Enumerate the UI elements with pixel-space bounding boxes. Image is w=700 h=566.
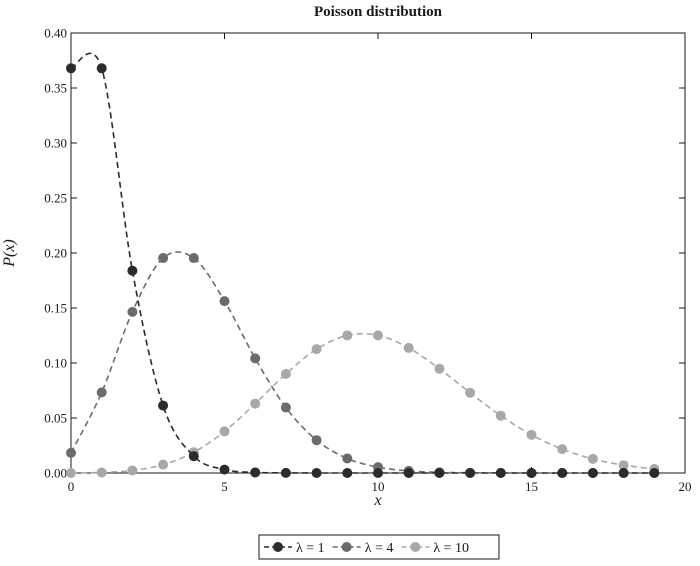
series-lambda-10 [66, 330, 660, 478]
data-point [127, 465, 138, 476]
data-point [434, 363, 445, 374]
data-point [311, 468, 322, 478]
data-point [219, 296, 230, 307]
data-point [280, 368, 291, 379]
data-point [557, 468, 568, 478]
legend-marker [341, 542, 352, 552]
data-point [158, 253, 169, 264]
legend-box [258, 534, 500, 560]
x-tick-label: 15 [525, 479, 538, 494]
data-point [342, 468, 353, 478]
data-point [342, 453, 353, 464]
data-point [219, 426, 230, 437]
data-point [311, 435, 322, 446]
data-point [311, 344, 322, 355]
x-axis-title: x [373, 492, 381, 509]
data-point [66, 447, 76, 458]
data-point [127, 306, 138, 317]
data-point [96, 467, 107, 478]
data-point [96, 63, 107, 74]
data-point [127, 265, 138, 276]
data-point [280, 402, 291, 413]
series-line [70, 332, 655, 474]
data-point [587, 468, 598, 478]
legend-label: λ = 4 [365, 541, 394, 556]
x-tick-label: 0 [68, 479, 75, 494]
y-tick-label: 0.25 [44, 191, 67, 206]
data-point [526, 468, 537, 478]
data-point [403, 468, 414, 478]
data-point [66, 63, 76, 74]
x-tick-label: 10 [372, 479, 385, 494]
data-point [66, 468, 76, 478]
y-axis-title: P(x) [1, 239, 18, 268]
series-line [70, 251, 655, 474]
series-lambda-4 [66, 251, 660, 478]
data-point [403, 342, 414, 353]
legend-marker [410, 542, 421, 552]
data-point [250, 353, 261, 364]
data-point [495, 410, 506, 421]
data-point [250, 467, 261, 478]
data-point [280, 467, 291, 478]
data-point [219, 464, 230, 475]
y-tick-label: 0.00 [44, 466, 67, 481]
data-point [342, 330, 353, 341]
legend: λ = 1 λ = 4 λ = 10 [258, 534, 500, 560]
y-tick-label: 0.35 [44, 81, 67, 96]
y-tick-label: 0.20 [44, 246, 67, 261]
data-point [465, 387, 476, 398]
y-tick-label: 0.05 [44, 411, 67, 426]
data-point [158, 400, 169, 411]
legend-item-lambda-1: λ = 1 [264, 541, 325, 556]
data-point [465, 468, 476, 478]
legend-label: λ = 10 [433, 541, 469, 556]
data-point [587, 453, 598, 464]
data-point [158, 459, 169, 470]
data-point [373, 468, 383, 478]
axis-ticks: 0 5 10 15 20 0.00 0.05 0.10 0.15 0.20 0.25 0.30 0.35… [44, 26, 691, 495]
data-point [557, 444, 568, 455]
data-point [250, 398, 261, 409]
x-tick-label: 5 [221, 479, 228, 494]
data-point [188, 253, 199, 264]
series-line [70, 52, 655, 474]
data-point [96, 387, 107, 398]
data-point [434, 468, 445, 478]
data-point [618, 468, 629, 478]
y-tick-label: 0.10 [44, 356, 67, 371]
data-point [373, 330, 383, 341]
y-tick-label: 0.30 [44, 136, 67, 151]
legend-item-lambda-4: λ = 4 [332, 541, 394, 556]
legend-item-lambda-10: λ = 10 [401, 541, 469, 556]
data-point [526, 429, 537, 440]
data-point [188, 451, 199, 462]
chart-title: Poisson distribution [314, 4, 443, 20]
legend-marker [273, 542, 283, 552]
data-point [618, 460, 629, 471]
series-lambda-1 [66, 52, 660, 478]
data-point [649, 468, 660, 478]
x-tick-label: 20 [679, 479, 692, 494]
data-series [66, 52, 660, 478]
data-point [495, 468, 506, 478]
y-tick-label: 0.15 [44, 301, 67, 316]
y-tick-label: 0.40 [44, 26, 67, 41]
legend-label: λ = 1 [296, 541, 325, 556]
